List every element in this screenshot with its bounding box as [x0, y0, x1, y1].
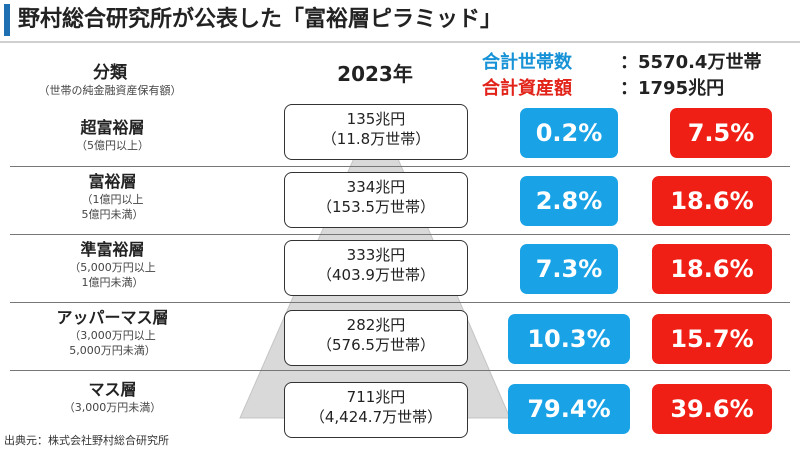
amount-box-rich: 334兆円 （153.5万世帯）	[284, 172, 468, 228]
category-name: 準富裕層	[80, 240, 145, 259]
household-count: （576.5万世帯）	[317, 336, 435, 354]
category-super-rich: 超富裕層 （5億円以上）	[20, 118, 205, 153]
asset-amount: 135兆円	[346, 110, 406, 128]
source-note: 出典元：株式会社野村総合研究所	[4, 434, 169, 447]
category-range: 5億円未満）	[81, 208, 144, 221]
row-divider	[10, 370, 790, 371]
household-count: （403.9万世帯）	[317, 266, 435, 284]
category-range: （3,000万円以上	[69, 329, 156, 342]
amount-box-semi-rich: 333兆円 （403.9万世帯）	[284, 240, 468, 296]
category-semi-rich: 準富裕層 （5,000万円以上 1億円未満）	[20, 240, 205, 290]
page-title: 野村総合研究所が公表した「富裕層ピラミッド」	[18, 7, 503, 32]
total-households-value: ：5570.4万世帯	[620, 52, 762, 73]
category-mass: マス層 （3,000万円未満）	[20, 380, 205, 415]
row-divider	[10, 166, 790, 167]
row-divider	[10, 302, 790, 303]
asset-amount: 711兆円	[346, 388, 406, 406]
category-subheader: （世帯の純金融資産保有額）	[38, 84, 182, 97]
household-share-badge: 0.2%	[520, 108, 618, 158]
total-households-label: 合計世帯数	[482, 52, 572, 73]
total-assets-value: ：1795兆円	[620, 78, 725, 99]
household-count: （11.8万世帯）	[321, 130, 431, 148]
category-name: アッパーマス層	[56, 308, 169, 327]
category-range: （5億円以上）	[76, 139, 149, 152]
amount-box-upper-mass: 282兆円 （576.5万世帯）	[284, 310, 468, 366]
household-share-badge: 79.4%	[508, 384, 630, 434]
category-range: （3,000万円未満）	[63, 401, 162, 414]
category-name: マス層	[88, 380, 137, 399]
category-rich: 富裕層 （1億円以上 5億円未満）	[20, 172, 205, 222]
household-count: （153.5万世帯）	[317, 198, 435, 216]
year-header: 2023年	[337, 62, 413, 86]
category-name: 富裕層	[88, 172, 137, 191]
category-range: 1億円未満）	[81, 276, 144, 289]
asset-share-badge: 15.7%	[652, 314, 772, 364]
title-divider	[0, 41, 800, 43]
asset-share-badge: 7.5%	[670, 108, 772, 158]
row-divider	[10, 234, 790, 235]
category-range: （1億円以上	[81, 193, 144, 206]
asset-amount: 282兆円	[346, 316, 406, 334]
household-share-badge: 2.8%	[520, 176, 618, 226]
asset-amount: 334兆円	[346, 178, 406, 196]
asset-share-badge: 18.6%	[652, 244, 772, 294]
asset-share-badge: 39.6%	[652, 384, 772, 434]
household-share-badge: 7.3%	[520, 244, 618, 294]
category-range: 5,000万円未満）	[69, 344, 156, 357]
category-header: 分類	[93, 63, 127, 83]
asset-amount: 333兆円	[346, 246, 406, 264]
category-upper-mass: アッパーマス層 （3,000万円以上 5,000万円未満）	[20, 308, 205, 358]
amount-box-super-rich: 135兆円 （11.8万世帯）	[284, 104, 468, 160]
household-share-badge: 10.3%	[508, 314, 630, 364]
asset-share-badge: 18.6%	[652, 176, 772, 226]
household-count: （4,424.7万世帯）	[309, 408, 443, 426]
amount-box-mass: 711兆円 （4,424.7万世帯）	[284, 382, 468, 438]
title-accent-bar	[4, 4, 10, 36]
total-assets-label: 合計資産額	[482, 78, 572, 99]
category-range: （5,000万円以上	[69, 261, 156, 274]
category-name: 超富裕層	[80, 118, 145, 137]
